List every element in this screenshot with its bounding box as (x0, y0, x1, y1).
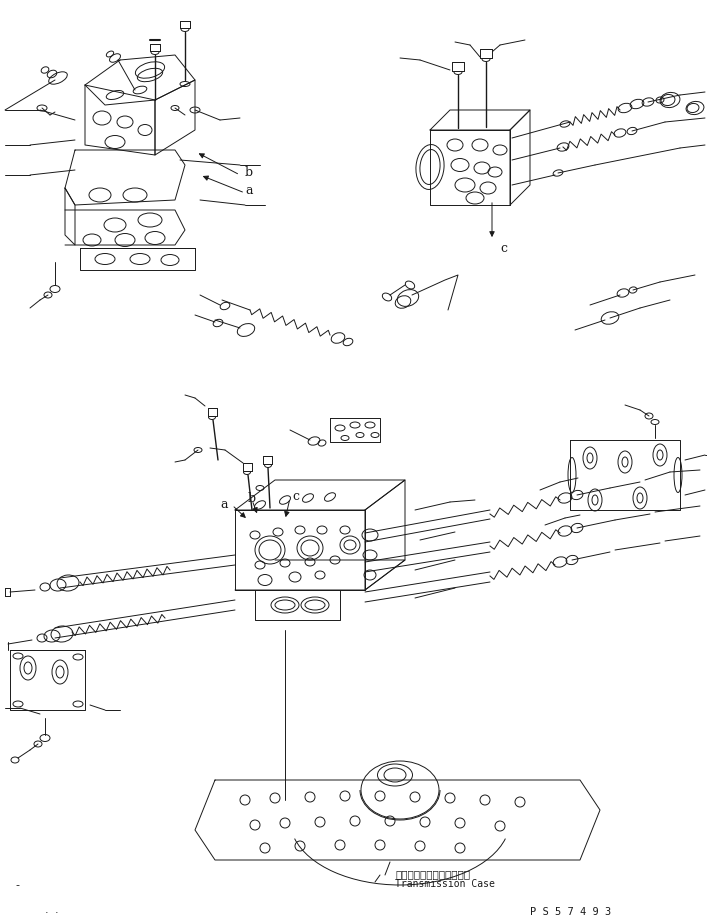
Text: c: c (500, 241, 507, 254)
Text: b: b (245, 165, 253, 178)
Text: a: a (220, 497, 228, 510)
Text: b: b (248, 492, 256, 505)
Text: c: c (292, 490, 299, 503)
Bar (180, 21, 190, 28)
Bar (150, 44, 160, 51)
Text: a: a (245, 185, 252, 198)
Text: .: . (55, 905, 59, 915)
Text: -: - (15, 880, 19, 890)
Text: P S 5 7 4 9 3: P S 5 7 4 9 3 (530, 907, 612, 917)
Text: トランスミッションケース: トランスミッションケース (395, 869, 470, 879)
Bar (480, 49, 492, 58)
Text: .: . (45, 905, 49, 915)
Bar (452, 62, 464, 71)
Bar (243, 463, 252, 471)
Bar (263, 456, 272, 464)
Text: Transmission Case: Transmission Case (395, 879, 495, 889)
Bar (208, 408, 217, 416)
